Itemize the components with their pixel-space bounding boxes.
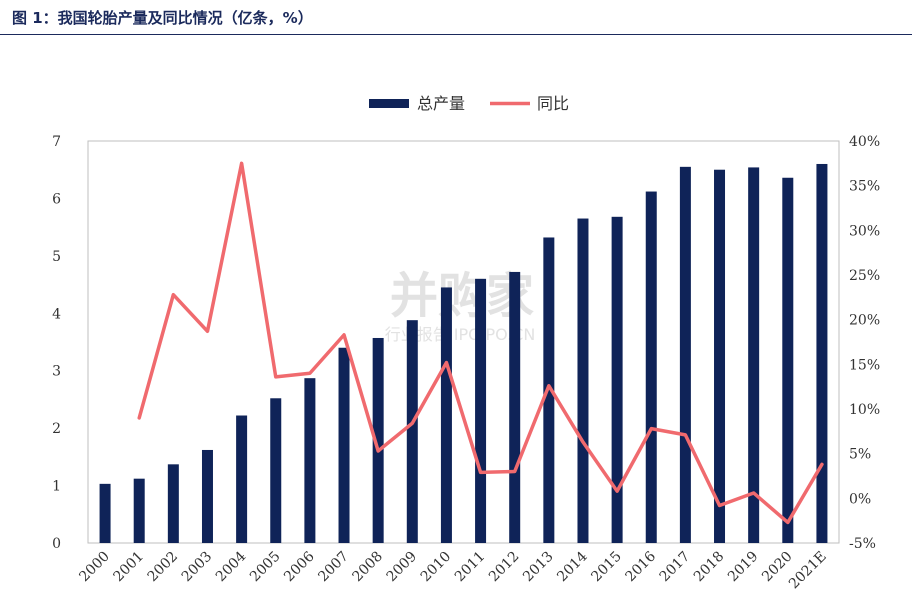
right-tick-label: 5%: [849, 447, 871, 463]
point-2016: [650, 428, 652, 430]
point-2019: [753, 492, 755, 494]
x-tick-label: 2017: [657, 549, 694, 586]
x-tick-label: 2001: [111, 549, 148, 586]
x-tick-label: 2011: [452, 549, 489, 586]
right-tick-label: 25%: [849, 268, 880, 284]
bar-2014: [577, 218, 589, 543]
left-tick-label: 6: [52, 191, 61, 207]
bar-2021E: [816, 163, 828, 543]
point-2003: [206, 330, 208, 332]
right-tick-label: 35%: [849, 179, 880, 195]
right-tick-label: -5%: [849, 536, 876, 552]
point-2002: [172, 294, 174, 296]
point-2008: [377, 450, 379, 452]
figure-title: 图 1：我国轮胎产量及同比情况（亿条，%）: [12, 9, 313, 27]
x-tick-label: 2016: [623, 548, 660, 585]
bar-2007: [338, 347, 350, 543]
point-2014: [582, 441, 584, 443]
bar-2000: [99, 483, 111, 543]
x-tick-label: 2015: [588, 549, 625, 586]
left-tick-label: 3: [52, 364, 61, 380]
bar-2006: [304, 378, 316, 543]
bar-2001: [133, 478, 145, 543]
right-tick-label: 10%: [849, 402, 880, 418]
point-2020: [787, 521, 789, 523]
point-2001: [138, 417, 140, 419]
bar-2004: [236, 415, 248, 543]
plot-frame: [87, 140, 840, 544]
point-2005: [275, 376, 277, 378]
legend-bar-swatch: [369, 99, 409, 108]
right-tick-label: 20%: [849, 313, 880, 329]
bar-2010: [440, 287, 452, 543]
bar-2003: [201, 449, 213, 543]
point-2013: [548, 385, 550, 387]
point-2021E: [821, 463, 823, 465]
point-2012: [514, 471, 516, 473]
x-tick-label: 2014: [554, 548, 591, 585]
point-2018: [719, 504, 721, 506]
left-tick-label: 1: [52, 479, 61, 495]
x-tick-label: 2006: [281, 548, 318, 585]
bar-2020: [782, 177, 794, 544]
x-tick-label: 2012: [486, 549, 523, 586]
bar-2015: [611, 216, 623, 543]
left-axis-ticks: 0 1 2 3 4 5 6 7: [52, 134, 61, 552]
right-tick-label: 15%: [849, 357, 880, 373]
right-tick-label: 30%: [849, 223, 880, 239]
point-2009: [411, 422, 413, 424]
bar-series: [99, 163, 828, 544]
x-tick-label: 2021E: [786, 549, 830, 593]
x-tick-label: 2003: [179, 549, 216, 586]
left-tick-label: 0: [52, 536, 61, 552]
x-axis-ticks: 2000200120022003200420052006200720082009…: [76, 548, 829, 592]
point-2007: [343, 334, 345, 336]
x-tick-label: 2008: [349, 549, 386, 586]
line-series: [137, 161, 824, 525]
point-2006: [309, 372, 311, 374]
bar-2018: [714, 169, 726, 543]
left-tick-label: 4: [52, 306, 61, 322]
point-2010: [445, 362, 447, 364]
title-divider: [0, 34, 912, 35]
watermark-sub: 行业报告 IPOIPO.CN: [385, 325, 536, 344]
x-tick-label: 2019: [725, 549, 762, 586]
bar-2002: [167, 464, 179, 543]
x-tick-label: 2004: [213, 548, 250, 585]
left-tick-label: 7: [52, 134, 61, 150]
x-tick-label: 2009: [384, 549, 421, 586]
x-tick-label: 2018: [691, 549, 728, 586]
x-tick-label: 2007: [315, 549, 352, 586]
x-tick-label: 2002: [145, 549, 182, 586]
bar-2008: [372, 337, 384, 543]
bar-2017: [679, 166, 691, 544]
legend-line-label: 同比: [537, 94, 569, 113]
bar-2009: [406, 320, 418, 543]
bar-2016: [645, 191, 657, 543]
point-2017: [684, 434, 686, 436]
x-tick-label: 2005: [247, 549, 284, 586]
x-tick-label: 2010: [418, 549, 455, 586]
bar-2011: [475, 278, 487, 543]
legend-bar-label: 总产量: [417, 94, 465, 113]
point-2015: [616, 490, 618, 492]
legend: 总产量 同比: [369, 94, 569, 113]
bar-2012: [509, 271, 521, 543]
right-tick-label: 0%: [849, 491, 871, 507]
bar-2019: [748, 167, 760, 543]
point-2004: [241, 162, 243, 164]
x-tick-label: 2013: [520, 549, 557, 586]
left-tick-label: 2: [52, 421, 61, 437]
x-tick-label: 2000: [76, 549, 113, 586]
point-2011: [480, 471, 482, 473]
right-tick-label: 40%: [849, 134, 880, 150]
right-axis-ticks: -5% 0% 5% 10% 15% 20% 25% 30% 35% 40%: [849, 134, 880, 552]
left-tick-label: 5: [52, 249, 61, 265]
bar-2005: [270, 398, 282, 543]
